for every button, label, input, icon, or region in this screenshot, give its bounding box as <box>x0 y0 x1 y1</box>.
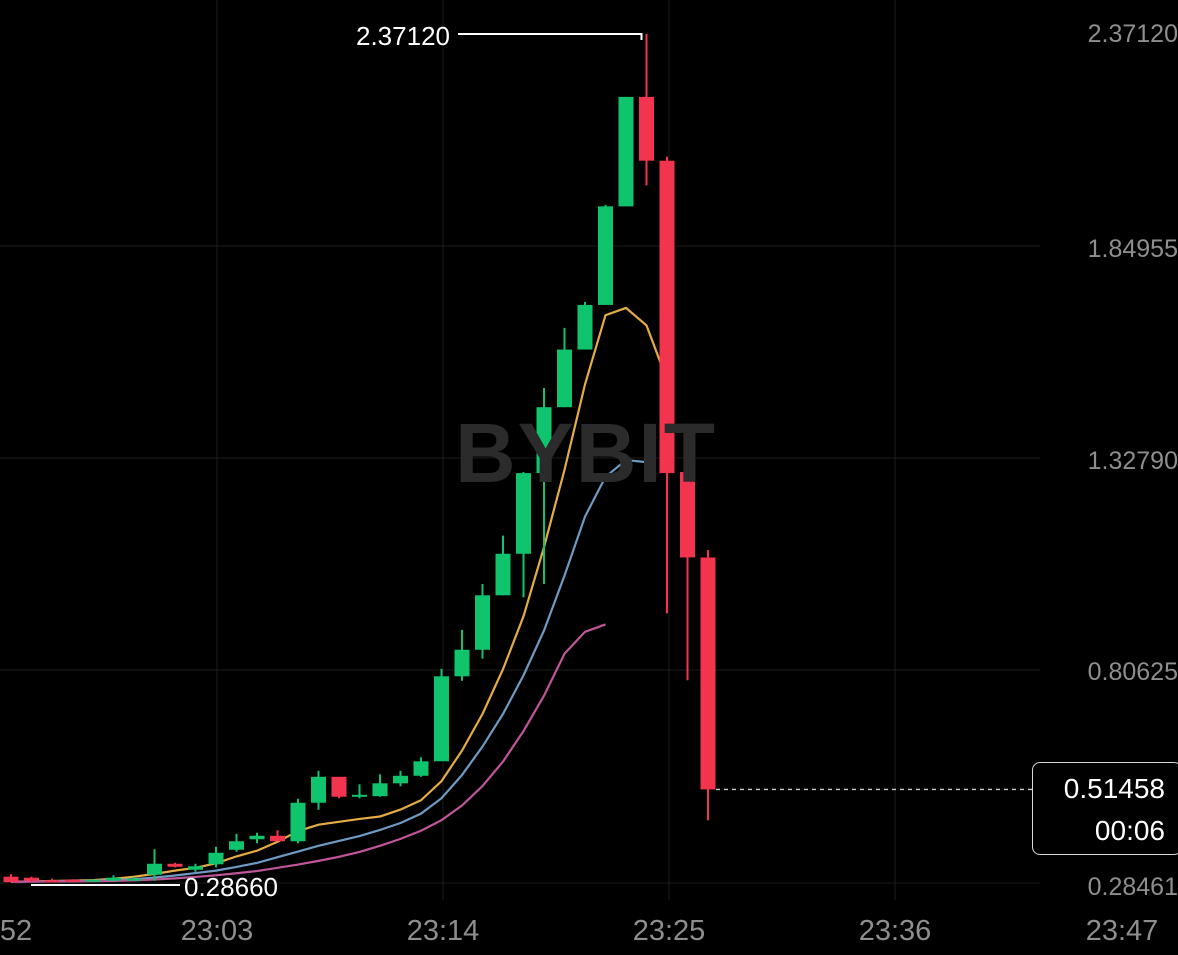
price-axis-label: 1.84955 <box>1087 235 1178 263</box>
candle-body <box>290 802 306 842</box>
candle-body <box>598 206 613 305</box>
candle-body <box>475 595 490 650</box>
candle-body <box>700 557 716 790</box>
candle-body <box>249 835 265 840</box>
candle-body <box>516 473 531 554</box>
candle-body <box>352 794 367 797</box>
time-axis-label: 23:36 <box>858 915 932 947</box>
candle-body <box>147 863 162 875</box>
candle-body <box>557 349 572 408</box>
price-axis-label: 1.32790 <box>1087 447 1178 475</box>
price-axis-label: 2.37120 <box>1087 20 1178 48</box>
candle-body <box>659 160 675 474</box>
candle-body <box>495 553 511 596</box>
candle-body <box>577 304 593 350</box>
candle-body <box>639 96 654 161</box>
high-price-label: 2.37120 <box>356 21 450 51</box>
last-price-value: 0.51458 <box>1063 773 1165 804</box>
candle-body <box>434 676 449 762</box>
time-axis-label: 23:14 <box>406 915 480 947</box>
low-price-label: 0.28660 <box>184 872 278 902</box>
time-axis-label: 23:25 <box>632 915 706 947</box>
candle-body <box>208 852 224 865</box>
candle-body <box>24 877 39 881</box>
candle-body <box>167 863 183 867</box>
candle-body <box>680 472 695 558</box>
candle-body <box>44 880 60 883</box>
candle-body <box>85 879 101 882</box>
candle-body <box>270 835 285 842</box>
price-axis-label: 0.28461 <box>1087 873 1178 901</box>
time-axis-label: 23:47 <box>1085 915 1159 947</box>
price-axis-label: 0.80625 <box>1087 658 1178 686</box>
candle-body <box>188 866 203 870</box>
candle-body <box>618 96 634 207</box>
candle-body <box>372 783 388 797</box>
candle-body <box>454 649 470 677</box>
time-axis-label: 52 <box>0 915 33 947</box>
candle-body <box>413 761 429 776</box>
candle-body <box>229 841 244 850</box>
time-axis-label: 23:03 <box>180 915 254 947</box>
candle-body <box>126 878 142 881</box>
candle-body <box>106 877 121 881</box>
last-price-tag: 0.51458 00:06 <box>1032 762 1178 855</box>
candle-body <box>331 776 347 797</box>
candle-body <box>536 407 552 474</box>
candle-countdown: 00:06 <box>1094 815 1165 846</box>
moving-average-line <box>10 623 606 883</box>
high-price-leader <box>458 33 643 40</box>
candle-body <box>3 876 19 883</box>
candle-body <box>65 879 80 882</box>
candle-body <box>311 776 326 803</box>
candle-body <box>393 775 408 784</box>
